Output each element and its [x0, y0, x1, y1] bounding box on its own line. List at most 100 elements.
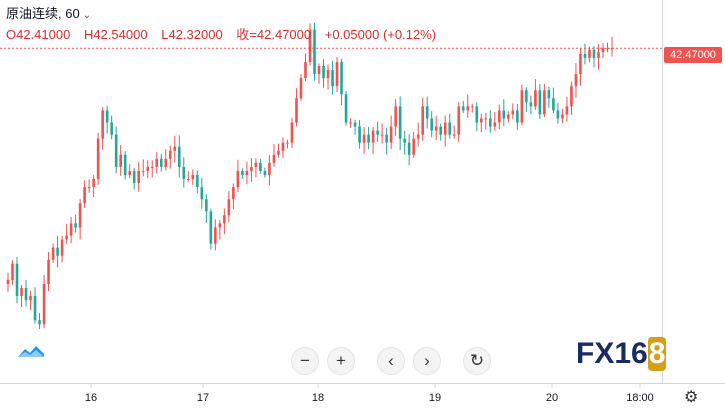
x-tick-label: 20 [545, 392, 559, 404]
candle-body [24, 287, 28, 301]
candle-body [579, 53, 582, 75]
candle-body [159, 158, 163, 167]
candle-body [516, 110, 519, 123]
candle-body [470, 106, 474, 108]
candle-body [78, 203, 82, 228]
candle-body [358, 126, 361, 143]
candle-body [511, 110, 515, 115]
candle-body [268, 162, 271, 175]
change-value: +0.05000 (+0.12%) [324, 27, 437, 42]
candle-body [186, 179, 190, 181]
candle-body [209, 211, 213, 244]
chevron-down-icon[interactable]: ⌄ [82, 10, 92, 21]
x-tick-label: 16 [84, 392, 98, 404]
tradingview-logo-icon[interactable] [16, 341, 48, 361]
candle-body [214, 227, 217, 244]
candle-body [155, 158, 159, 167]
candle-body [552, 98, 555, 111]
candle-body [479, 118, 483, 123]
candle-body [128, 170, 132, 175]
open-value: O42.41000 [6, 27, 71, 42]
candle-body [570, 86, 573, 107]
candle-body [371, 130, 375, 143]
ohlc-legend: 原油连续, 60 ⌄ O42.41000 H42.54000 L42.32000 … [6, 4, 446, 44]
candle-body [110, 122, 113, 135]
candle-body [556, 110, 560, 119]
candle-body [538, 90, 542, 115]
zoom-in-button[interactable]: + [327, 347, 355, 375]
candle-body [173, 146, 177, 151]
candle-body [254, 162, 258, 167]
candle-body [259, 162, 262, 171]
gear-icon[interactable]: ⚙ [684, 389, 699, 406]
candle-body [11, 263, 14, 280]
candle-body [56, 247, 59, 256]
candle-body [20, 287, 23, 297]
candle-body [38, 320, 41, 325]
scroll-left-button[interactable]: ‹ [377, 347, 405, 375]
candle-body [92, 179, 95, 188]
candle-body [299, 78, 303, 99]
candle-body [177, 146, 181, 167]
candle-body [150, 166, 154, 168]
candle-body [295, 98, 298, 123]
candle-body [47, 259, 50, 284]
candle-body [606, 48, 609, 50]
candle-body [218, 223, 222, 228]
candle-body [407, 142, 411, 155]
candle-body [543, 90, 546, 115]
candle-body [380, 134, 384, 136]
candle-body [205, 199, 208, 212]
candle-body [119, 154, 122, 167]
candle-body [434, 126, 438, 131]
ohlc-values: O42.41000 H42.54000 L42.32000 收=42.47000… [6, 25, 446, 44]
candle-body [281, 142, 285, 151]
candle-body [335, 61, 339, 87]
candle-body [340, 61, 343, 95]
zoom-out-button[interactable]: − [291, 347, 319, 375]
candle-body [421, 106, 424, 135]
candle-body [493, 122, 497, 127]
candle-body [29, 296, 32, 301]
candle-body [277, 150, 280, 155]
symbol-title[interactable]: 原油连续, 60 [6, 6, 80, 21]
candle-body [502, 110, 506, 119]
candle-body [146, 166, 150, 171]
candle-body [114, 134, 118, 167]
candle-body [105, 110, 109, 123]
candle-body [263, 170, 267, 175]
x-tick-label: 18:00 [626, 392, 654, 404]
candle-body [101, 110, 104, 139]
candle-body [601, 48, 605, 53]
candle-body [164, 158, 168, 167]
candle-body [498, 110, 501, 123]
candle-body [51, 247, 55, 260]
candle-body [534, 90, 537, 107]
candle-body [245, 170, 249, 175]
candle-body [353, 122, 357, 127]
candle-body [286, 142, 289, 144]
candle-body [313, 29, 316, 75]
candle-body [132, 170, 136, 184]
candle-body [412, 138, 415, 155]
candle-body [272, 154, 276, 163]
time-axis-ticks [90, 384, 641, 388]
candle-body [123, 154, 127, 175]
candle-body [484, 118, 488, 120]
x-tick-label: 18 [311, 392, 325, 404]
candle-body [232, 187, 235, 200]
candle-body [457, 106, 461, 135]
candle-body [475, 106, 479, 123]
candle-body [416, 134, 420, 139]
candle-body [60, 239, 64, 256]
candle-body [385, 134, 388, 143]
scroll-right-button[interactable]: › [413, 347, 441, 375]
symbol-row[interactable]: 原油连续, 60 ⌄ [6, 4, 446, 25]
candle-body [317, 66, 321, 75]
candle-body [461, 106, 465, 111]
candles-layer [6, 22, 614, 330]
candle-body [565, 106, 569, 115]
watermark-badge: 8 [647, 337, 667, 371]
reset-chart-button[interactable]: ↻ [463, 347, 491, 375]
